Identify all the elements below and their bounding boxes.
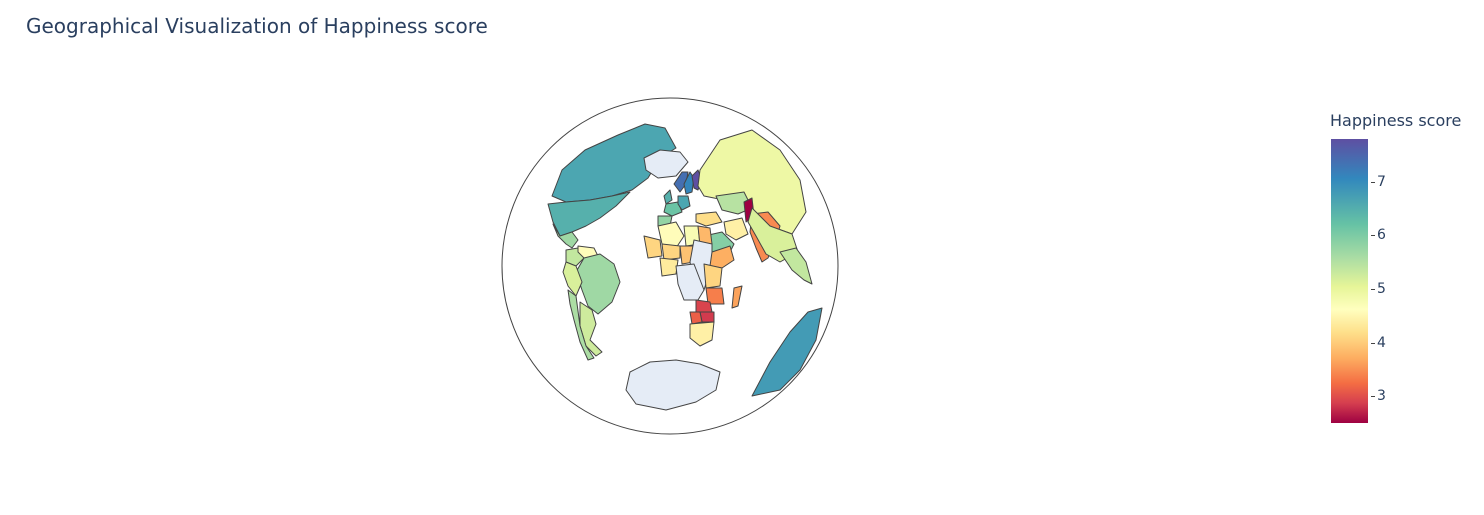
country-tanzania[interactable] xyxy=(705,287,725,305)
colorbar-tick xyxy=(1371,235,1375,237)
country-botswana[interactable] xyxy=(689,311,703,325)
country-thailand[interactable] xyxy=(779,247,813,285)
country-iran[interactable] xyxy=(723,217,749,241)
country-germany[interactable] xyxy=(677,195,691,211)
country-madagascar[interactable] xyxy=(731,285,743,309)
country-australia[interactable] xyxy=(751,307,823,397)
country-zambia[interactable] xyxy=(695,299,713,313)
colorbar-tick xyxy=(1371,289,1375,291)
country-mexico[interactable] xyxy=(552,223,579,249)
country-nigeria[interactable] xyxy=(659,257,679,277)
country-chile[interactable] xyxy=(567,289,595,361)
country-niger[interactable] xyxy=(661,243,681,261)
country-algeria[interactable] xyxy=(657,221,685,249)
colorbar-tick-label: 4 xyxy=(1377,334,1386,351)
country-south-africa[interactable] xyxy=(689,321,715,347)
country-france[interactable] xyxy=(663,201,683,217)
country-turkey[interactable] xyxy=(695,211,723,227)
colorbar-tick xyxy=(1371,396,1375,398)
colorbar-tick-label: 7 xyxy=(1377,173,1386,190)
country-antarctica[interactable] xyxy=(625,359,721,411)
colorbar-tick xyxy=(1371,181,1375,183)
colorbar-tick-label: 6 xyxy=(1377,227,1386,244)
colorbar xyxy=(1331,139,1368,423)
country-china[interactable] xyxy=(747,207,799,263)
colorbar-tick xyxy=(1371,342,1375,344)
country-united-kingdom[interactable] xyxy=(663,189,673,205)
colorbar-tick-label: 3 xyxy=(1377,388,1386,405)
chart-title: Geographical Visualization of Happiness … xyxy=(26,14,488,38)
colorbar-tick-label: 5 xyxy=(1377,281,1386,298)
colorbar-title: Happiness score xyxy=(1330,111,1462,130)
country-greenland[interactable] xyxy=(643,149,689,179)
country-ethiopia[interactable] xyxy=(709,245,735,269)
country-mali[interactable] xyxy=(643,235,663,259)
country-kenya[interactable] xyxy=(703,263,723,289)
